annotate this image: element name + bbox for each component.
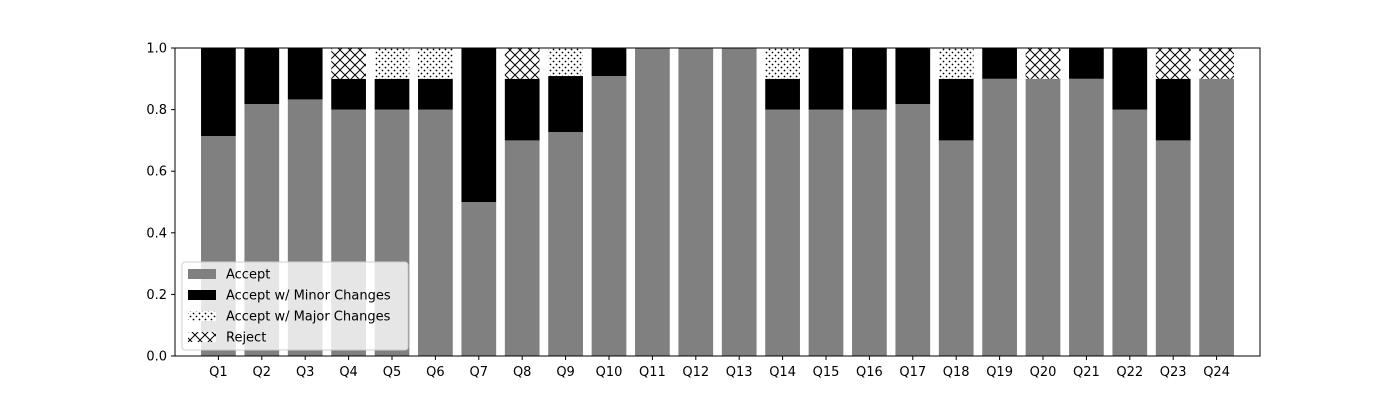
x-tick-label: Q14 bbox=[769, 365, 796, 380]
bar-q23-series-1 bbox=[1155, 78, 1191, 141]
bar-q21-series-0 bbox=[1069, 78, 1104, 357]
bar-q13-series-0 bbox=[721, 48, 757, 356]
y-tick-label: 0.8 bbox=[146, 103, 167, 118]
bar-q24-series-0 bbox=[1199, 78, 1234, 357]
bar-q19-series-0 bbox=[982, 78, 1017, 357]
bar-q4-series-1 bbox=[331, 78, 366, 110]
legend-label: Accept w/ Major Changes bbox=[226, 310, 391, 325]
x-tick-label: Q15 bbox=[813, 365, 840, 380]
bar-q8-series-3 bbox=[504, 48, 540, 79]
bar-q1-series-1 bbox=[201, 48, 236, 137]
legend-swatch bbox=[188, 269, 216, 279]
x-tick-label: Q11 bbox=[639, 365, 666, 380]
bar-q16-series-0 bbox=[852, 109, 887, 356]
plot-frame bbox=[174, 47, 1261, 357]
legend-label: Accept bbox=[226, 268, 270, 283]
legend-label: Reject bbox=[226, 331, 266, 346]
x-tick-label: Q7 bbox=[470, 365, 489, 380]
x-tick-label: Q3 bbox=[296, 365, 315, 380]
legend-box bbox=[181, 261, 409, 351]
x-tick-label: Q17 bbox=[899, 365, 926, 380]
bar-q10-series-0 bbox=[591, 76, 627, 356]
bar-q14-series-2 bbox=[765, 48, 800, 79]
x-tick-label: Q24 bbox=[1203, 365, 1230, 380]
bar-q15-series-0 bbox=[808, 109, 844, 356]
bar-q22-series-0 bbox=[1112, 109, 1148, 356]
bar-q4-series-3 bbox=[331, 48, 366, 79]
x-tick-label: Q21 bbox=[1073, 365, 1100, 380]
bar-q18-series-0 bbox=[938, 140, 974, 356]
bar-q20-series-0 bbox=[1025, 78, 1061, 357]
x-tick-label: Q19 bbox=[986, 365, 1013, 380]
bar-q14-series-0 bbox=[765, 109, 800, 356]
bar-q6-series-0 bbox=[418, 109, 453, 356]
x-tick-label: Q22 bbox=[1116, 365, 1143, 380]
bar-q5-series-2 bbox=[374, 48, 410, 79]
bars-layer bbox=[201, 48, 1234, 357]
x-axis: Q1 Q2 Q3 Q4 Q5 Q6 Q7 Q8 Q9 Q10 Q11 Q12 Q13 Q14 Q15 Q16 Q… bbox=[209, 356, 1230, 380]
bar-q18-series-2 bbox=[938, 48, 974, 79]
x-tick-label: Q5 bbox=[383, 365, 402, 380]
bar-q23-series-3 bbox=[1155, 48, 1191, 79]
bar-q12-series-0 bbox=[678, 48, 714, 356]
legend-swatch bbox=[188, 311, 216, 321]
x-tick-label: Q18 bbox=[943, 365, 970, 380]
x-tick-label: Q8 bbox=[513, 365, 532, 380]
x-tick-label: Q12 bbox=[682, 365, 709, 380]
legend-swatch bbox=[188, 332, 216, 342]
bar-q16-series-1 bbox=[852, 48, 887, 110]
bar-q7-series-0 bbox=[461, 202, 497, 356]
bar-q9-series-1 bbox=[548, 76, 583, 133]
bar-q5-series-1 bbox=[374, 78, 410, 110]
y-tick-label: 0.0 bbox=[146, 350, 167, 365]
y-tick-label: 1.0 bbox=[146, 42, 167, 57]
bar-q17-series-0 bbox=[895, 104, 931, 356]
bar-q3-series-1 bbox=[287, 48, 323, 100]
x-tick-label: Q9 bbox=[556, 365, 575, 380]
bar-q9-series-2 bbox=[548, 48, 583, 77]
bar-q8-series-1 bbox=[504, 78, 540, 141]
x-tick-label: Q10 bbox=[596, 365, 623, 380]
x-tick-label: Q6 bbox=[426, 365, 445, 380]
legend-label: Accept w/ Minor Changes bbox=[226, 289, 391, 304]
legend-swatch bbox=[188, 290, 216, 300]
bar-q22-series-1 bbox=[1112, 48, 1148, 110]
x-tick-label: Q23 bbox=[1160, 365, 1187, 380]
x-tick-label: Q13 bbox=[726, 365, 753, 380]
y-axis: 0.0 0.2 0.4 0.6 0.8 1.0 bbox=[146, 42, 175, 365]
bar-q7-series-1 bbox=[461, 48, 497, 202]
bar-q10-series-1 bbox=[591, 48, 627, 77]
y-tick-label: 0.6 bbox=[146, 165, 167, 180]
bar-q18-series-1 bbox=[938, 78, 974, 141]
bar-q15-series-1 bbox=[808, 48, 844, 110]
bar-q17-series-1 bbox=[895, 48, 931, 105]
y-tick-label: 0.4 bbox=[146, 226, 167, 241]
x-tick-label: Q4 bbox=[339, 365, 358, 380]
bar-q20-series-3 bbox=[1025, 48, 1061, 79]
x-tick-label: Q16 bbox=[856, 365, 883, 380]
bar-q23-series-0 bbox=[1155, 140, 1191, 356]
x-tick-label: Q1 bbox=[209, 365, 228, 380]
bar-q9-series-0 bbox=[548, 132, 583, 356]
bar-q2-series-1 bbox=[244, 48, 280, 105]
legend: Accept Accept w/ Minor Changes Accept w/ M… bbox=[181, 261, 409, 351]
bar-q19-series-1 bbox=[982, 48, 1017, 79]
x-tick-label: Q2 bbox=[253, 365, 272, 380]
bar-q8-series-0 bbox=[504, 140, 540, 356]
bar-q21-series-1 bbox=[1069, 48, 1104, 79]
bar-q24-series-3 bbox=[1199, 48, 1234, 79]
y-tick-label: 0.2 bbox=[146, 288, 167, 303]
bar-q14-series-1 bbox=[765, 78, 800, 110]
bar-q11-series-0 bbox=[635, 48, 670, 356]
x-tick-label: Q20 bbox=[1030, 365, 1057, 380]
bar-q6-series-1 bbox=[418, 78, 453, 110]
bar-q6-series-2 bbox=[418, 48, 453, 79]
